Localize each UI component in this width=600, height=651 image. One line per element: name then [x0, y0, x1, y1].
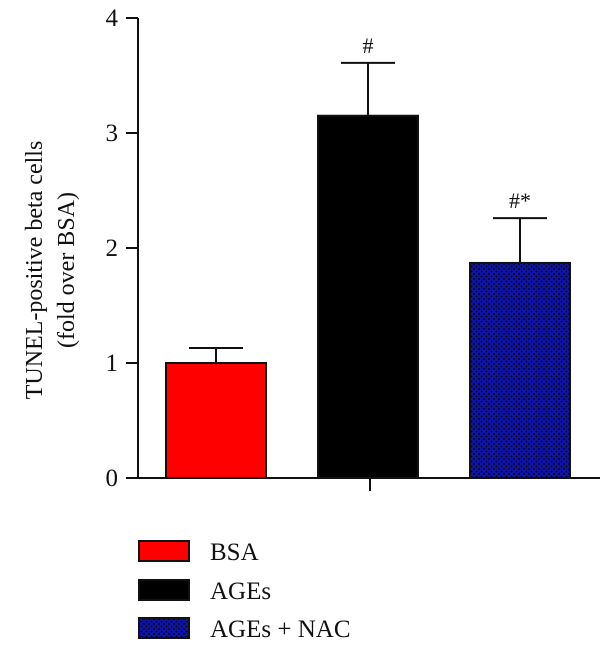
- bar-annotation-1: #: [363, 33, 374, 58]
- y-axis-title-line-1: TUNEL-positive beta cells: [22, 141, 48, 400]
- y-tick-label-0: 0: [106, 465, 119, 492]
- bar-2: [469, 261, 571, 480]
- bar-1: [317, 114, 419, 479]
- legend-label-2: AGEs + NAC: [210, 616, 351, 643]
- legend-swatch-1: [138, 579, 190, 601]
- y-tick-label-3: 3: [106, 120, 119, 147]
- y-tick-label-2: 2: [106, 235, 119, 262]
- bar-0: [165, 362, 267, 479]
- legend-label-0: BSA: [210, 539, 259, 566]
- legend-label-1: AGEs: [210, 578, 271, 605]
- legend-swatch-2: [138, 617, 190, 639]
- y-axis-title-line-2: (fold over BSA): [54, 192, 80, 348]
- legend: BSA AGEs AGEs + NAC: [138, 539, 351, 643]
- y-tick-label-4: 4: [106, 5, 119, 32]
- plot-area: 0 1 2 3 4 # #*: [106, 5, 600, 492]
- legend-swatch-0: [138, 540, 190, 562]
- bar-annotation-2: #*: [509, 188, 531, 213]
- y-tick-label-1: 1: [106, 350, 119, 377]
